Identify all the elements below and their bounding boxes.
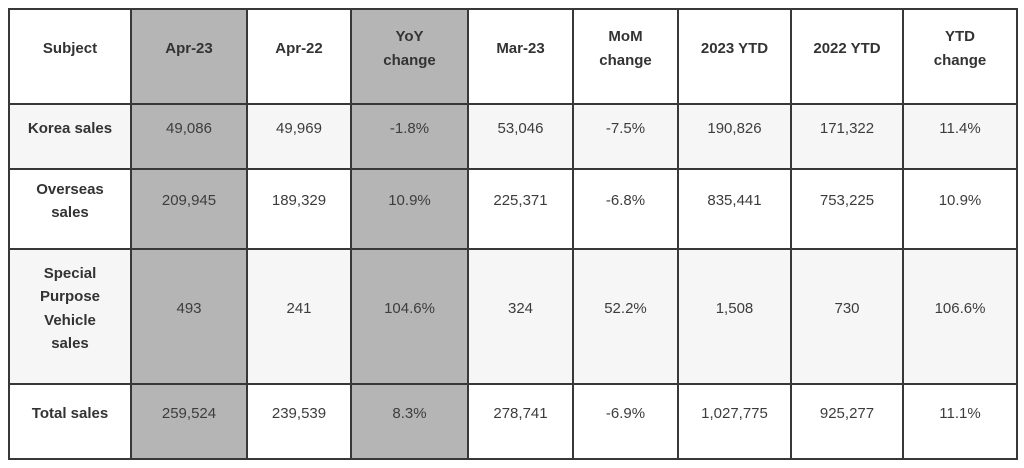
row-label-total-sales: Total sales	[8, 383, 132, 460]
cell-total-yoy-change: 8.3%	[350, 383, 469, 460]
cell-total-apr-23: 259,524	[130, 383, 248, 460]
column-header-ytd-change: YTD change	[902, 8, 1018, 105]
column-header-mom-change: MoM change	[572, 8, 679, 105]
cell-total-2022-ytd: 925,277	[790, 383, 904, 460]
cell-spv-mar-23: 324	[467, 248, 574, 385]
cell-overseas-apr-23: 209,945	[130, 168, 248, 250]
column-header-subject: Subject	[8, 8, 132, 105]
column-header-2022-ytd: 2022 YTD	[790, 8, 904, 105]
cell-korea-apr-22: 49,969	[246, 103, 352, 170]
column-header-mar-23: Mar-23	[467, 8, 574, 105]
cell-total-mar-23: 278,741	[467, 383, 574, 460]
column-header-2023-ytd: 2023 YTD	[677, 8, 792, 105]
column-header-apr-23: Apr-23	[130, 8, 248, 105]
header-row: Subject Apr-23 Apr-22 YoY change Mar-23 …	[8, 8, 1018, 105]
table-row-korea-sales: Korea sales 49,086 49,969 -1.8% 53,046 -…	[8, 103, 1018, 170]
row-label-special-purpose-vehicle-sales: Special Purpose Vehicle sales	[8, 248, 132, 385]
cell-total-mom-change: -6.9%	[572, 383, 679, 460]
cell-overseas-mar-23: 225,371	[467, 168, 574, 250]
cell-spv-ytd-change: 106.6%	[902, 248, 1018, 385]
cell-korea-yoy-change: -1.8%	[350, 103, 469, 170]
cell-overseas-2022-ytd: 753,225	[790, 168, 904, 250]
cell-spv-yoy-change: 104.6%	[350, 248, 469, 385]
cell-korea-apr-23: 49,086	[130, 103, 248, 170]
cell-overseas-2023-ytd: 835,441	[677, 168, 792, 250]
cell-korea-mom-change: -7.5%	[572, 103, 679, 170]
sales-table: Subject Apr-23 Apr-22 YoY change Mar-23 …	[8, 8, 1018, 460]
cell-korea-2023-ytd: 190,826	[677, 103, 792, 170]
cell-total-apr-22: 239,539	[246, 383, 352, 460]
cell-korea-mar-23: 53,046	[467, 103, 574, 170]
table-row-special-purpose-vehicle-sales: Special Purpose Vehicle sales 493 241 10…	[8, 248, 1018, 385]
cell-spv-apr-22: 241	[246, 248, 352, 385]
column-header-apr-22: Apr-22	[246, 8, 352, 105]
row-label-overseas-sales: Overseas sales	[8, 168, 132, 250]
cell-spv-2022-ytd: 730	[790, 248, 904, 385]
column-header-yoy-change: YoY change	[350, 8, 469, 105]
cell-spv-apr-23: 493	[130, 248, 248, 385]
cell-total-ytd-change: 11.1%	[902, 383, 1018, 460]
cell-korea-2022-ytd: 171,322	[790, 103, 904, 170]
cell-spv-2023-ytd: 1,508	[677, 248, 792, 385]
row-label-korea-sales: Korea sales	[8, 103, 132, 170]
table-row-overseas-sales: Overseas sales 209,945 189,329 10.9% 225…	[8, 168, 1018, 250]
table-row-total-sales: Total sales 259,524 239,539 8.3% 278,741…	[8, 383, 1018, 460]
cell-overseas-ytd-change: 10.9%	[902, 168, 1018, 250]
cell-overseas-mom-change: -6.8%	[572, 168, 679, 250]
cell-overseas-apr-22: 189,329	[246, 168, 352, 250]
cell-korea-ytd-change: 11.4%	[902, 103, 1018, 170]
cell-total-2023-ytd: 1,027,775	[677, 383, 792, 460]
cell-overseas-yoy-change: 10.9%	[350, 168, 469, 250]
cell-spv-mom-change: 52.2%	[572, 248, 679, 385]
